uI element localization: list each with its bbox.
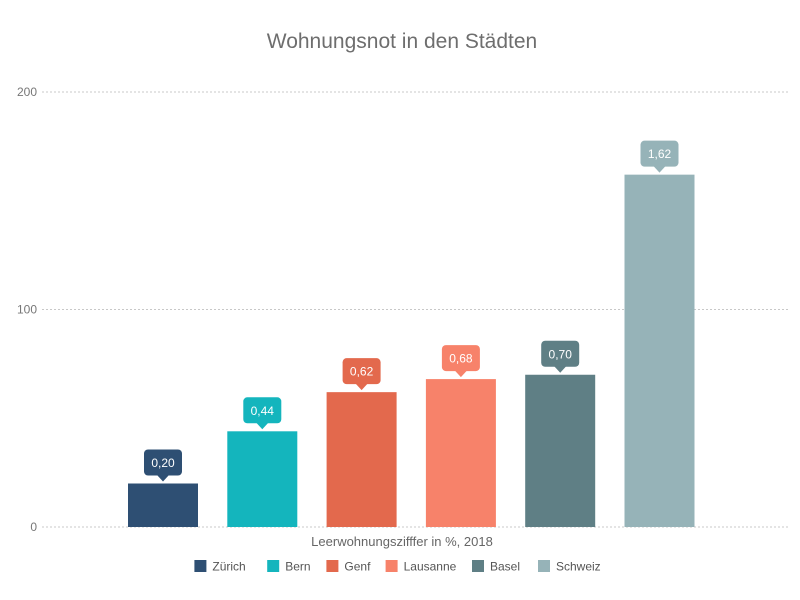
legend-item: Zürich bbox=[194, 560, 246, 574]
data-label-callout: 0,62 bbox=[342, 358, 381, 391]
y-tick-label: 100 bbox=[17, 303, 37, 317]
data-label-callout: 1,62 bbox=[640, 140, 679, 173]
y-tick-label: 0 bbox=[30, 520, 37, 534]
callout-pointer bbox=[355, 383, 368, 391]
legend-swatch bbox=[267, 560, 280, 572]
callout-pointer bbox=[653, 166, 666, 173]
data-label-callout: 0,20 bbox=[144, 449, 182, 482]
bars bbox=[128, 174, 695, 527]
callout-box bbox=[441, 345, 480, 372]
chart-title: Wohnungsnot in den Städten bbox=[267, 30, 538, 53]
data-label-callout: 0,70 bbox=[541, 340, 580, 373]
legend-label: Zürich bbox=[212, 560, 245, 574]
bar bbox=[326, 392, 397, 527]
callout-box bbox=[144, 449, 182, 476]
legend-label: Genf bbox=[344, 560, 371, 574]
x-axis-label: Leerwohnungszifffer in %, 2018 bbox=[311, 534, 493, 549]
y-axis-ticks: 0 100 200 bbox=[17, 85, 37, 534]
legend-item: Basel bbox=[472, 560, 520, 574]
legend-item: Lausanne bbox=[385, 560, 457, 574]
data-label-callout: 0,68 bbox=[441, 345, 480, 378]
legend: Zürich Bern Genf Lausanne Basel Schweiz bbox=[194, 560, 601, 574]
legend-swatch bbox=[326, 560, 339, 572]
data-label: 0,20 bbox=[151, 456, 175, 470]
data-label: 0,62 bbox=[350, 365, 374, 379]
callout-pointer bbox=[454, 370, 467, 378]
data-label-callout: 0,44 bbox=[243, 397, 282, 430]
legend-label: Schweiz bbox=[556, 560, 601, 574]
callout-pointer bbox=[157, 475, 169, 482]
callout-pointer bbox=[554, 366, 567, 373]
data-label: 0,44 bbox=[251, 404, 275, 418]
callout-box bbox=[640, 140, 679, 167]
bar bbox=[425, 379, 496, 527]
callout-box bbox=[541, 340, 580, 367]
legend-item: Bern bbox=[267, 560, 311, 574]
bar bbox=[525, 374, 596, 527]
legend-item: Schweiz bbox=[538, 560, 601, 574]
callout-box bbox=[342, 358, 381, 385]
callout-box bbox=[243, 397, 282, 424]
bar bbox=[624, 174, 695, 527]
legend-swatch bbox=[472, 560, 484, 572]
legend-label: Lausanne bbox=[404, 560, 457, 574]
y-tick-label: 200 bbox=[17, 85, 37, 99]
legend-label: Basel bbox=[490, 560, 520, 574]
bar bbox=[227, 431, 298, 527]
data-label: 0,70 bbox=[549, 347, 573, 361]
callout-pointer bbox=[256, 422, 269, 430]
bar bbox=[128, 483, 198, 527]
legend-swatch bbox=[538, 560, 550, 572]
data-label: 0,68 bbox=[449, 352, 473, 366]
legend-label: Bern bbox=[285, 560, 310, 574]
legend-item: Genf bbox=[326, 560, 371, 574]
data-labels: 0,20 0,44 0,62 0,68 0,70 1,62 bbox=[144, 140, 679, 482]
data-label: 1,62 bbox=[648, 147, 672, 161]
legend-swatch bbox=[194, 560, 207, 572]
legend-swatch bbox=[385, 560, 398, 572]
